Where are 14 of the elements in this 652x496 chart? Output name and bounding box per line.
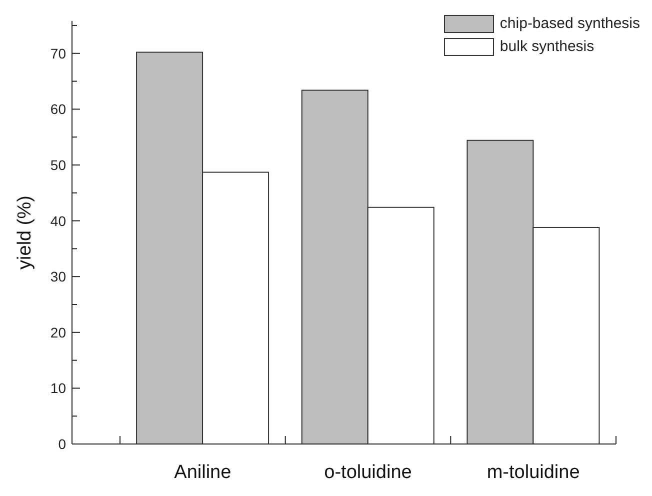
y-tick-label: 0: [58, 436, 66, 452]
y-tick-label: 30: [50, 268, 66, 285]
x-tick-label: m-toluidine: [486, 462, 580, 483]
y-tick-label: 40: [50, 212, 66, 229]
y-tick-label: 10: [50, 380, 66, 396]
y-tick-label: 50: [50, 156, 66, 173]
legend-label: chip-based synthesis: [500, 14, 640, 34]
legend-label: bulk synthesis: [500, 37, 594, 57]
y-axis-title: yield (%): [14, 196, 36, 270]
y-tick-label: 70: [50, 45, 66, 62]
x-tick-label: Aniline: [174, 462, 232, 483]
x-tick-label: o-toluidine: [324, 462, 412, 483]
y-tick-label: 20: [50, 324, 66, 340]
y-tick-label: 60: [50, 101, 66, 118]
